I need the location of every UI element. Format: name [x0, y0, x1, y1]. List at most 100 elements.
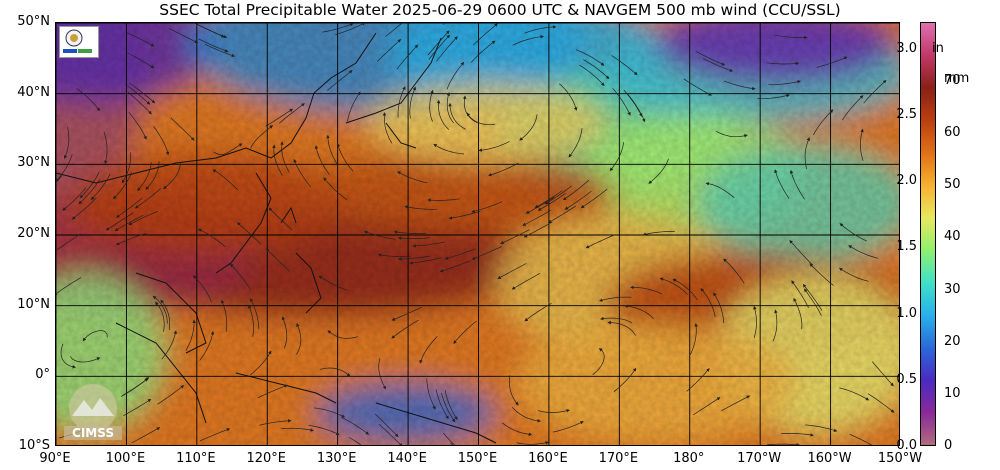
wind-streamline: [197, 228, 226, 247]
wind-streamline: [579, 64, 605, 87]
wind-streamline: [839, 267, 869, 282]
wind-streamline: [508, 375, 519, 406]
wind-streamline: [197, 23, 228, 39]
wind-streamline: [116, 197, 143, 218]
colorbar-inch-tick: 2.0: [896, 173, 917, 188]
wind-streamline: [523, 221, 553, 238]
wind-streamline: [525, 196, 555, 214]
latitude-label: 10°N: [17, 296, 50, 312]
wind-streamline: [409, 86, 416, 119]
wind-streamline: [397, 236, 431, 240]
wind-streamline: [872, 361, 894, 387]
wind-streamline: [114, 214, 144, 232]
wind-streamline: [326, 70, 353, 91]
wind-streamline: [248, 304, 254, 337]
wind-streamline: [839, 387, 870, 401]
wind-streamline: [250, 125, 274, 149]
wind-streamline: [185, 319, 196, 351]
wind-streamline: [56, 154, 73, 183]
wind-streamline: [192, 275, 212, 302]
coastline: [115, 322, 207, 424]
wind-streamline: [428, 34, 451, 60]
wind-streamline: [568, 128, 583, 158]
latitude-label: 20°N: [17, 226, 50, 241]
wind-streamline: [600, 316, 633, 324]
wind-streamline: [448, 102, 466, 130]
wind-streamline: [473, 23, 498, 46]
wind-streamline: [446, 92, 454, 124]
wind-streamline: [471, 201, 503, 213]
wind-streamline: [391, 306, 422, 321]
wind-streamline: [435, 389, 449, 420]
wind-streamline: [721, 395, 751, 412]
coastline: [385, 122, 417, 149]
longitude-label: 90°E: [39, 451, 71, 466]
wind-streamline: [848, 245, 879, 259]
wind-streamline: [453, 320, 477, 344]
wind-streamline: [723, 258, 745, 284]
colorbar-mm-tick: 60: [944, 125, 961, 141]
longitude-label: 110°E: [176, 451, 216, 466]
longitude-label: 150°W: [877, 451, 923, 466]
wind-streamline: [793, 297, 803, 330]
longitude-label: 170°W: [737, 451, 782, 466]
wind-streamline: [501, 422, 533, 436]
colorbar-inch-tick: 2.5: [896, 106, 917, 122]
wind-streamline: [564, 190, 592, 210]
wind-streamline: [155, 301, 165, 332]
colorbar-mm-tick: 70: [944, 72, 961, 88]
wind-streamline: [121, 378, 149, 397]
wind-streamline: [611, 55, 638, 76]
wind-streamline: [863, 79, 887, 104]
wind-streamline: [426, 378, 436, 410]
wind-streamline: [128, 211, 159, 226]
wind-streamline: [774, 169, 790, 199]
wind-streamline: [319, 367, 351, 377]
wind-streamline: [648, 158, 669, 184]
longitude-label: 150°E: [457, 451, 498, 466]
wind-streamline: [71, 197, 97, 220]
wind-streamline: [427, 198, 460, 202]
wind-streamline: [121, 152, 132, 184]
wind-streamline: [124, 31, 155, 47]
wind-streamline: [562, 179, 590, 201]
coastline: [56, 32, 377, 184]
wind-streamline: [280, 141, 290, 173]
coastline: [135, 272, 207, 354]
colorbar-inch-tick: 0.5: [896, 371, 917, 387]
wind-streamline: [69, 356, 101, 363]
wind-streamline: [511, 272, 541, 290]
wind-streamline: [497, 263, 527, 279]
wind-streamline: [105, 212, 134, 231]
wind-streamline: [553, 421, 584, 433]
wind-streamline: [199, 331, 215, 361]
wind-streamline: [630, 285, 662, 295]
wind-streamline: [378, 358, 386, 390]
wind-streamline: [113, 172, 132, 200]
wind-streamline: [524, 302, 552, 322]
wind-streamline: [695, 50, 726, 66]
wind-streamline: [419, 336, 438, 364]
tpw-map[interactable]: [55, 22, 900, 446]
longitude-label: 160°W: [807, 451, 852, 466]
wind-streamline: [404, 205, 437, 210]
wind-streamline: [318, 275, 348, 291]
wind-streamline: [322, 23, 354, 33]
wind-streamline: [212, 169, 239, 191]
wind-streamline: [78, 179, 100, 205]
wind-streamline: [659, 277, 688, 295]
wind-streamline: [378, 423, 403, 445]
wind-streamline: [429, 89, 434, 122]
wind-streamline: [385, 23, 403, 37]
wind-streamline: [427, 30, 450, 56]
colorbar-mm-tick: 0: [944, 438, 953, 453]
wind-streamline: [257, 384, 288, 399]
wind-streamline: [775, 34, 808, 40]
wind-streamline: [805, 424, 838, 432]
wind-streamline: [592, 348, 605, 375]
wind-streamline: [314, 407, 346, 418]
wind-streamline: [56, 233, 81, 253]
coastline: [235, 372, 337, 404]
wind-streamline: [627, 94, 646, 123]
wind-streamline: [250, 298, 260, 330]
